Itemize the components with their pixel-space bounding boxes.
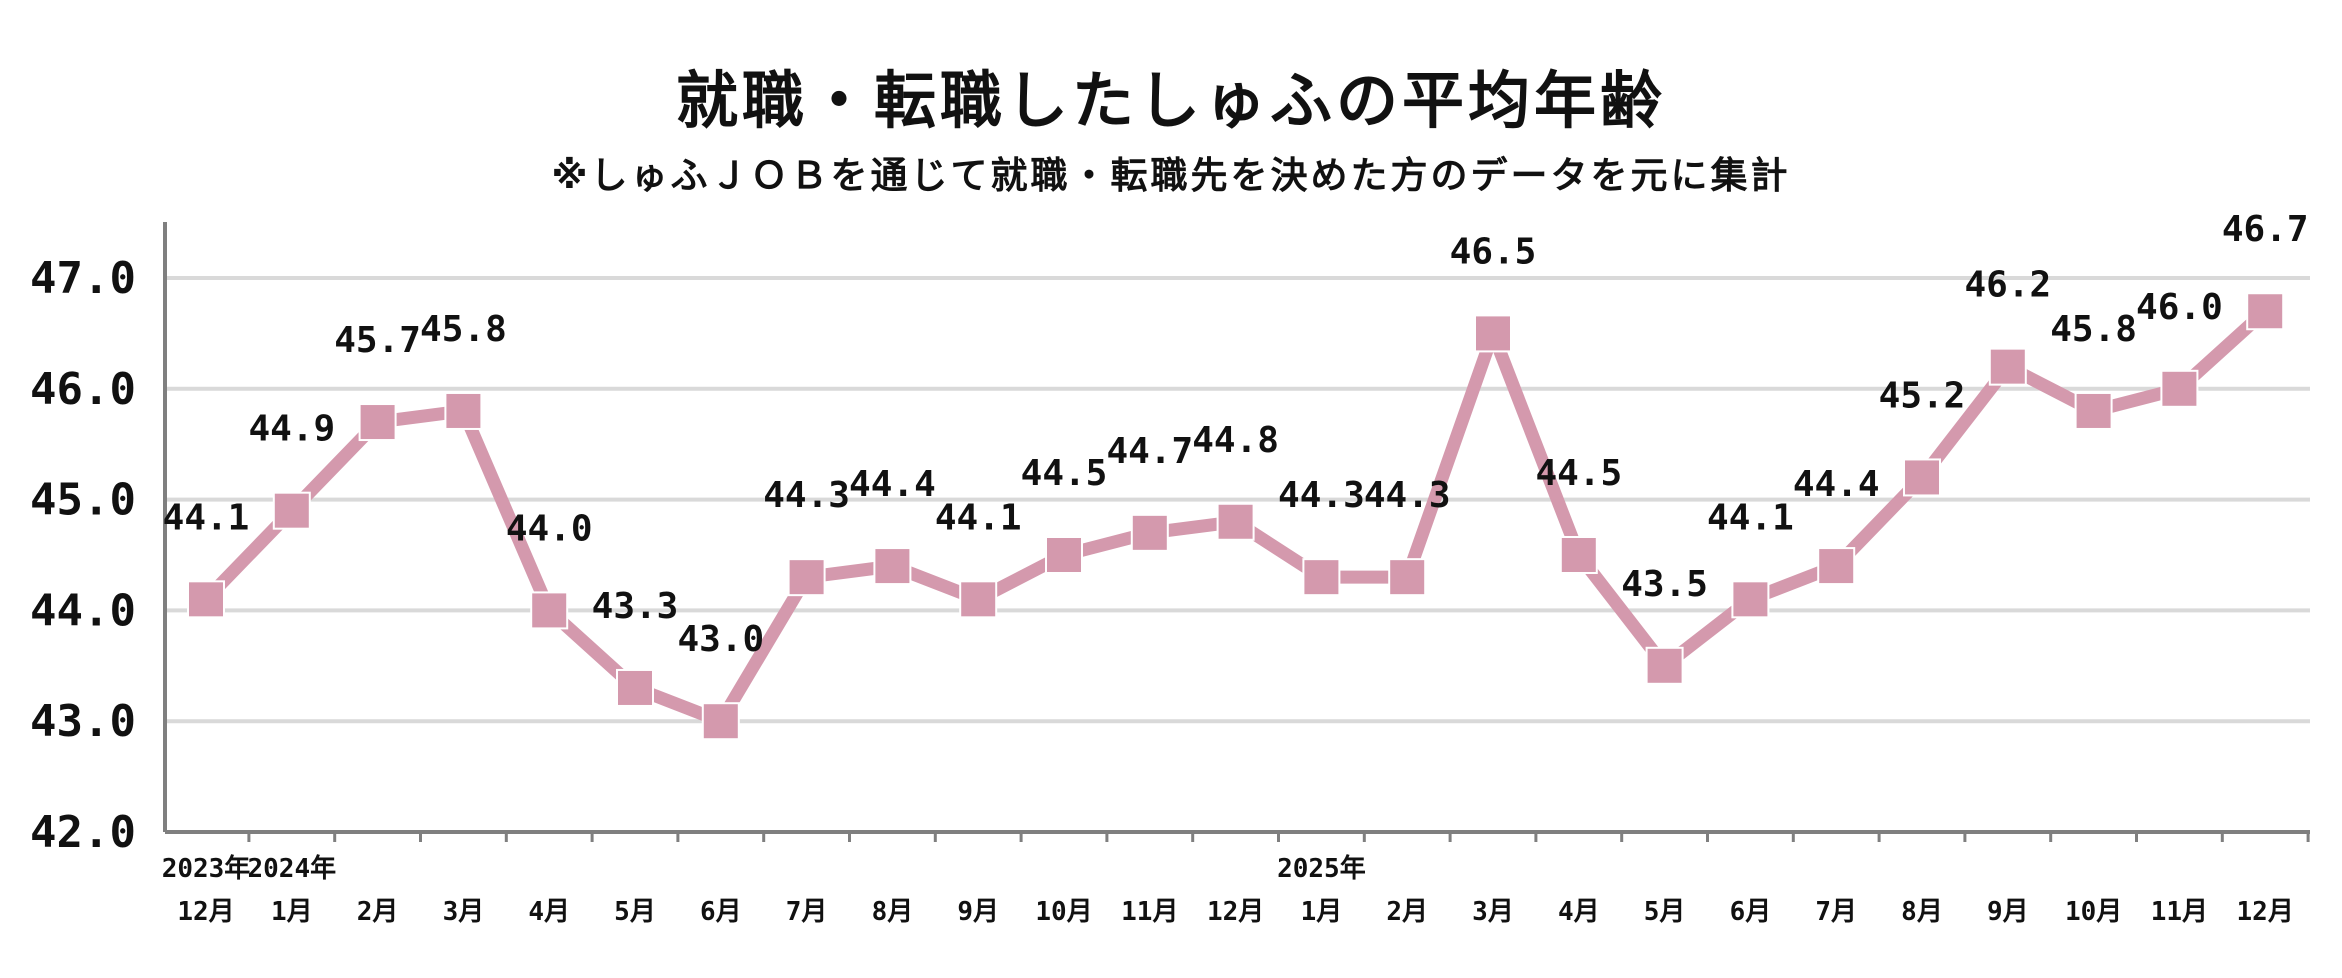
y-tick-label: 43.0	[30, 696, 136, 747]
data-point	[187, 580, 225, 619]
data-label: 44.4	[849, 464, 936, 505]
x-tick-label: 3月	[443, 897, 485, 927]
data-label: 44.3	[1278, 475, 1365, 516]
x-tick-label: 7月	[786, 897, 828, 927]
y-tick-label: 45.0	[30, 475, 136, 526]
x-tick-label: 9月	[1987, 897, 2029, 927]
y-tick-label: 46.0	[30, 364, 136, 415]
x-tick-label: 1月	[271, 897, 313, 927]
x-tick-label: 8月	[872, 897, 914, 927]
x-tick-label: 8月	[1901, 897, 1943, 927]
data-point	[1645, 646, 1684, 685]
data-point	[2160, 369, 2199, 408]
data-label: 46.0	[2136, 287, 2223, 328]
x-tick-label: 2月	[1386, 897, 1428, 927]
data-point	[959, 580, 998, 619]
y-tick-label: 44.0	[30, 585, 136, 636]
data-label: 46.7	[2222, 209, 2309, 250]
data-label: 43.3	[592, 586, 679, 627]
x-tick-label: 10月	[2065, 897, 2122, 927]
data-label: 45.8	[2050, 309, 2137, 350]
data-point	[1130, 513, 1169, 552]
data-label: 44.8	[1192, 420, 1279, 461]
data-label: 44.9	[248, 409, 335, 450]
data-point	[1559, 536, 1598, 574]
data-label: 44.7	[1106, 431, 1193, 472]
data-point	[701, 702, 740, 741]
data-point	[787, 558, 826, 597]
x-tick-label: 5月	[1644, 897, 1686, 927]
data-point	[530, 591, 569, 630]
x-tick-label: 5月	[614, 897, 656, 927]
data-point	[873, 547, 912, 586]
data-point	[1388, 558, 1427, 597]
x-tick-label: 7月	[1815, 897, 1857, 927]
data-point	[1302, 558, 1341, 597]
year-label: 2024年	[247, 853, 336, 884]
data-label: 44.5	[1021, 453, 1108, 494]
year-label: 2023年	[162, 853, 251, 884]
x-tick-label: 6月	[700, 897, 742, 927]
data-label: 45.7	[334, 320, 421, 361]
data-label: 44.3	[763, 475, 850, 516]
data-point	[1817, 547, 1856, 586]
year-label: 2025年	[1277, 853, 1366, 884]
chart-title: 就職・転職したしゅふの平均年齢	[675, 64, 1666, 137]
x-tick-label: 11月	[1121, 897, 1178, 927]
data-label: 44.1	[1707, 497, 1794, 538]
data-point	[1731, 580, 1770, 619]
x-tick-label: 11月	[2151, 897, 2208, 927]
x-tick-label: 10月	[1035, 897, 1092, 927]
data-point	[1216, 502, 1255, 541]
data-point	[1903, 458, 1941, 497]
data-label: 44.3	[1364, 475, 1451, 516]
x-tick-label: 9月	[957, 897, 999, 927]
x-tick-label: 4月	[1558, 897, 1600, 927]
data-label: 44.1	[163, 497, 250, 538]
data-point	[1045, 536, 1083, 574]
x-tick-label: 4月	[528, 897, 570, 927]
data-point	[358, 403, 397, 442]
data-point	[272, 491, 311, 530]
x-tick-label: 2月	[357, 897, 399, 927]
data-label: 43.0	[677, 619, 764, 660]
data-label: 44.1	[935, 497, 1022, 538]
data-point	[616, 668, 654, 707]
data-label: 46.5	[1450, 231, 1537, 272]
chart-subtitle: ※しゅふＪＯＢを通じて就職・転職先を決めた方のデータを元に集計	[551, 154, 1791, 197]
y-tick-label: 42.0	[30, 807, 136, 858]
data-point	[2074, 391, 2113, 430]
data-label: 45.2	[1879, 375, 1966, 416]
data-point	[444, 391, 483, 430]
data-label: 45.8	[420, 309, 507, 350]
data-label: 44.0	[506, 508, 593, 549]
x-tick-label: 3月	[1472, 897, 1514, 927]
data-point	[1474, 314, 1512, 353]
data-label: 46.2	[1964, 265, 2051, 306]
x-tick-label: 1月	[1301, 897, 1343, 927]
x-tick-label: 6月	[1730, 897, 1772, 927]
data-point	[1988, 347, 2027, 386]
data-label: 44.4	[1793, 464, 1880, 505]
x-tick-label: 12月	[2237, 897, 2294, 927]
data-point	[2246, 292, 2285, 331]
x-tick-label: 12月	[177, 897, 234, 927]
data-label: 43.5	[1621, 564, 1708, 605]
x-tick-label: 12月	[1207, 897, 1264, 927]
y-tick-label: 47.0	[30, 253, 136, 304]
data-label: 44.5	[1535, 453, 1622, 494]
